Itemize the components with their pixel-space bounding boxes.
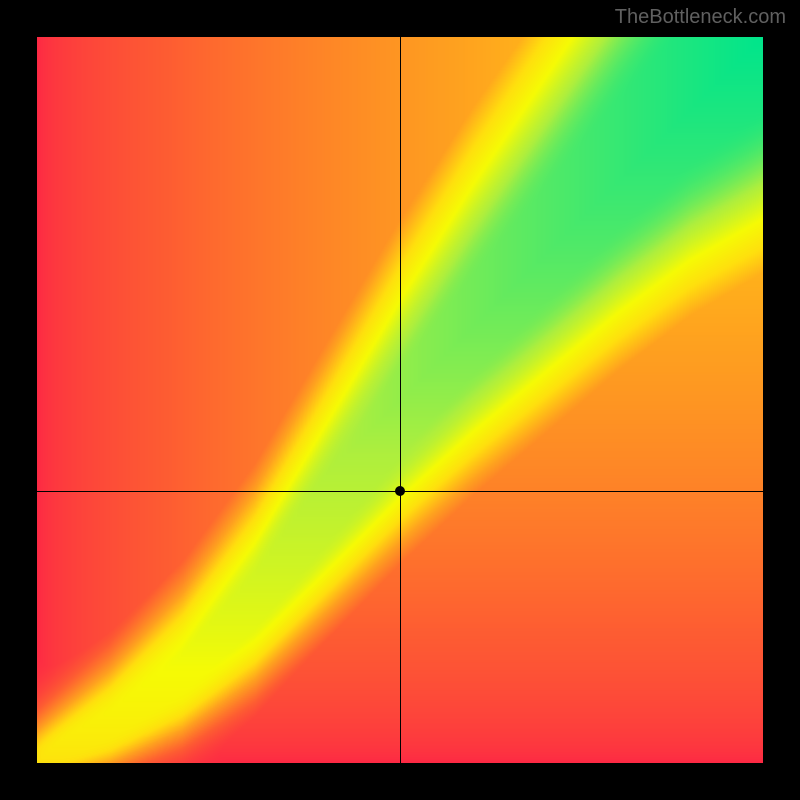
- bottleneck-heatmap: [37, 37, 763, 763]
- crosshair-vertical: [400, 37, 401, 763]
- crosshair-marker: [395, 486, 405, 496]
- watermark-text: TheBottleneck.com: [615, 6, 786, 29]
